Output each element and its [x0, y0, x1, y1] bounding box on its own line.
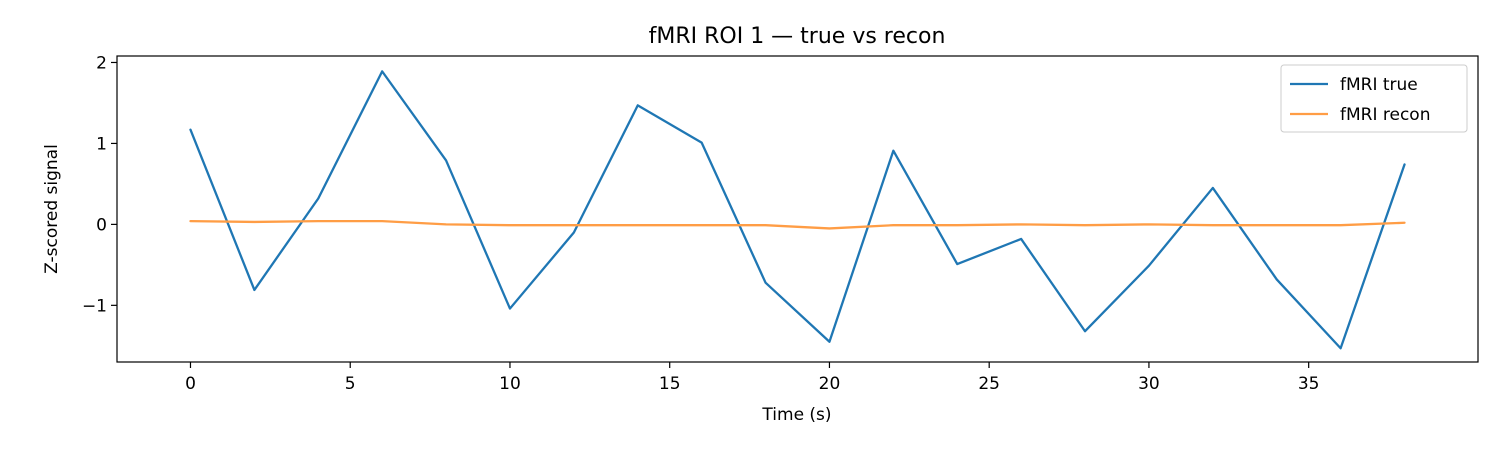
legend-box — [1280, 64, 1468, 133]
x-tick-label: 25 — [978, 374, 1000, 394]
x-tick-label: 15 — [659, 374, 681, 394]
x-tick-label: 20 — [819, 374, 841, 394]
series-line-true — [189, 70, 1406, 350]
x-tick-label: 30 — [1138, 374, 1160, 394]
y-tick-label: 2 — [96, 53, 107, 73]
y-tick-label: −1 — [82, 296, 107, 316]
y-tick-label: 1 — [96, 134, 107, 154]
legend: fMRI true fMRI recon — [1280, 64, 1468, 133]
plot-frame — [116, 55, 1479, 363]
series-line-recon — [189, 219, 1406, 230]
x-axis-label: Time (s) — [761, 405, 831, 425]
x-tick-label: 35 — [1298, 374, 1320, 394]
plot-area — [189, 70, 1406, 350]
legend-label-true: fMRI true — [1340, 75, 1418, 95]
x-tick-label: 5 — [345, 374, 356, 394]
y-axis-ticks: −1 0 1 2 — [82, 53, 117, 316]
chart-title: fMRI ROI 1 — true vs recon — [649, 24, 946, 49]
y-axis-label: Z-scored signal — [42, 144, 62, 274]
x-tick-label: 0 — [185, 374, 196, 394]
legend-label-recon: fMRI recon — [1340, 105, 1430, 125]
y-tick-label: 0 — [96, 215, 107, 235]
x-tick-label: 10 — [499, 374, 521, 394]
x-axis-ticks: 0 5 10 15 20 25 30 35 — [185, 362, 1319, 394]
